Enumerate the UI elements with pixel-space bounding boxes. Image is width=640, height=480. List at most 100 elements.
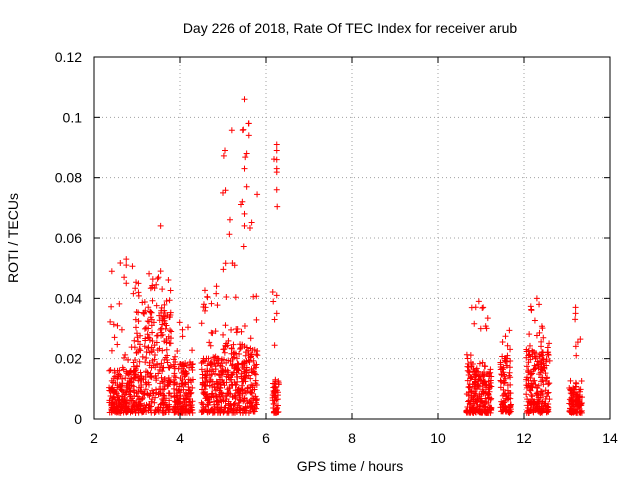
data-point [546,357,553,364]
data-point [537,357,544,364]
data-point [181,399,188,406]
data-point [241,343,248,350]
data-point [135,318,142,325]
data-point [271,390,278,397]
data-point [212,363,219,370]
data-point [154,275,161,282]
data-point [133,309,140,316]
data-point [163,346,170,353]
data-point [157,386,164,393]
data-point [199,381,206,388]
data-point [167,287,174,294]
chart-title: Day 226 of 2018, Rate Of TEC Index for r… [183,20,518,36]
data-point [136,345,143,352]
data-point [239,360,246,367]
data-point [136,341,143,348]
data-point [141,390,148,397]
data-point [135,280,142,287]
data-point [117,407,124,414]
data-point [151,399,158,406]
data-point [239,198,246,205]
data-point [123,409,130,416]
data-point [578,409,585,416]
data-point [273,165,280,172]
data-point [239,127,246,134]
data-point [528,306,535,313]
data-point [251,346,258,353]
y-tick-label: 0.02 [55,351,82,367]
data-point [149,329,156,336]
data-point [219,394,226,401]
data-point [151,351,158,358]
data-point [252,377,259,384]
data-point [132,366,139,373]
data-point [201,307,208,314]
data-point [273,409,280,416]
data-point [119,375,126,382]
x-axis-label: GPS time / hours [297,458,404,474]
data-point [150,346,157,353]
data-point [468,374,475,381]
data-point [252,371,259,378]
x-tick-label: 8 [348,430,356,446]
data-point [463,351,470,358]
data-point [538,409,545,416]
data-point [146,359,153,366]
data-point [539,377,546,384]
data-point [241,373,248,380]
y-tick-label: 0 [74,411,82,427]
data-point [222,147,229,154]
data-point [487,404,494,411]
data-point [172,359,179,366]
data-point [108,303,115,310]
data-point [161,301,168,308]
data-point [200,301,207,308]
data-point [159,286,166,293]
data-point [155,405,162,412]
data-point [499,408,506,415]
data-point [148,374,155,381]
data-point [254,352,261,359]
data-point [185,384,192,391]
data-point [158,304,165,311]
data-point [159,331,166,338]
data-point [525,367,532,374]
data-point [166,297,173,304]
data-point [241,222,248,229]
data-point [145,379,152,386]
data-point [475,298,482,305]
data-point [540,334,547,341]
data-point [249,395,256,402]
data-point [272,389,279,396]
data-point [165,364,172,371]
data-point [253,293,260,300]
data-point [252,364,259,371]
data-point [110,407,117,414]
data-point [238,201,245,208]
data-point [171,393,178,400]
data-point [125,383,132,390]
data-point [108,347,115,354]
data-point [250,357,257,364]
data-point [234,360,241,367]
data-point [109,397,116,404]
data-point [497,384,504,391]
data-point [132,324,139,331]
data-point [130,290,137,297]
data-point [174,348,181,355]
data-point [237,344,244,351]
data-point [109,386,116,393]
data-point [476,376,483,383]
data-point [480,388,487,395]
data-point [137,369,144,376]
data-point [228,127,235,134]
data-point [122,351,129,358]
data-point [240,243,247,250]
data-point [107,392,114,399]
data-point [486,394,493,401]
data-point [120,388,127,395]
data-point [133,330,140,337]
data-point [531,353,538,360]
x-tick-label: 2 [90,430,98,446]
x-tick-label: 4 [176,430,184,446]
